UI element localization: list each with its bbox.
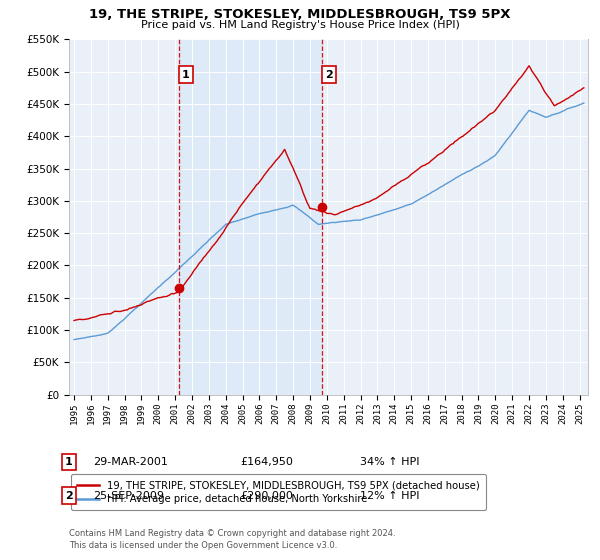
Text: 1: 1 [65,457,73,467]
Legend: 19, THE STRIPE, STOKESLEY, MIDDLESBROUGH, TS9 5PX (detached house), HPI: Average: 19, THE STRIPE, STOKESLEY, MIDDLESBROUGH… [71,474,486,511]
Text: £290,000: £290,000 [240,491,293,501]
Text: £164,950: £164,950 [240,457,293,467]
Text: 2: 2 [65,491,73,501]
Text: 12% ↑ HPI: 12% ↑ HPI [360,491,419,501]
Text: 2: 2 [325,70,333,80]
Text: Contains HM Land Registry data © Crown copyright and database right 2024.
This d: Contains HM Land Registry data © Crown c… [69,529,395,550]
Text: 1: 1 [182,70,190,80]
Text: Price paid vs. HM Land Registry's House Price Index (HPI): Price paid vs. HM Land Registry's House … [140,20,460,30]
Bar [179,39,322,395]
Text: 34% ↑ HPI: 34% ↑ HPI [360,457,419,467]
Text: 29-MAR-2001: 29-MAR-2001 [93,457,168,467]
Text: 25-SEP-2009: 25-SEP-2009 [93,491,164,501]
Text: 19, THE STRIPE, STOKESLEY, MIDDLESBROUGH, TS9 5PX: 19, THE STRIPE, STOKESLEY, MIDDLESBROUGH… [89,8,511,21]
